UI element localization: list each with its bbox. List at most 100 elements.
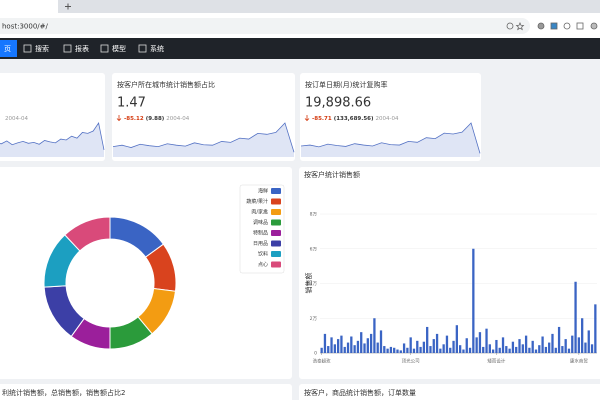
bar[interactable] <box>445 335 449 353</box>
bar[interactable] <box>485 328 488 353</box>
url[interactable]: host:3000/#/ <box>2 23 49 31</box>
bar[interactable] <box>554 347 557 353</box>
legend-label[interactable]: 肉/家禽 <box>251 209 268 216</box>
bar[interactable] <box>356 340 360 353</box>
bar[interactable] <box>333 344 336 353</box>
bar[interactable] <box>574 281 577 353</box>
bar[interactable] <box>524 335 528 353</box>
bar[interactable] <box>462 349 465 353</box>
bar[interactable] <box>369 333 373 353</box>
bar[interactable] <box>584 342 587 353</box>
nav-item[interactable]: 搜索 <box>35 44 49 53</box>
bar[interactable] <box>564 339 567 353</box>
bar[interactable] <box>373 318 376 353</box>
bar[interactable] <box>432 339 435 353</box>
bar[interactable] <box>557 326 561 353</box>
nav-item[interactable]: 页 <box>4 45 11 53</box>
bar[interactable] <box>590 344 594 353</box>
address-bar[interactable] <box>0 18 530 34</box>
bar[interactable] <box>363 343 366 353</box>
bar[interactable] <box>465 338 468 353</box>
legend-label[interactable]: 日用品 <box>253 241 268 247</box>
bar[interactable] <box>468 347 472 353</box>
bar[interactable] <box>360 332 363 353</box>
bar[interactable] <box>353 345 356 353</box>
bar[interactable] <box>561 346 564 353</box>
bar[interactable] <box>336 339 340 353</box>
bar[interactable] <box>429 346 432 353</box>
ext-icon[interactable] <box>576 22 584 30</box>
bar[interactable] <box>571 335 574 353</box>
bar[interactable] <box>393 347 396 353</box>
legend-label[interactable]: 海鲜 <box>258 188 268 195</box>
legend-swatch[interactable] <box>271 240 281 247</box>
bar[interactable] <box>544 346 548 353</box>
bar[interactable] <box>452 340 455 353</box>
bar[interactable] <box>534 349 538 353</box>
bar[interactable] <box>449 347 452 353</box>
bar[interactable] <box>548 342 551 353</box>
tab[interactable] <box>0 0 58 13</box>
bar[interactable] <box>538 345 541 353</box>
bar[interactable] <box>491 349 495 353</box>
bar[interactable] <box>426 326 429 353</box>
bar[interactable] <box>478 332 482 353</box>
bar[interactable] <box>551 333 554 353</box>
legend-label[interactable]: 调味品 <box>253 219 268 226</box>
legend-label[interactable]: 饮料 <box>258 251 268 258</box>
bar[interactable] <box>587 330 590 353</box>
new-tab[interactable] <box>65 3 71 10</box>
donut-slice[interactable] <box>64 216 111 252</box>
bar[interactable] <box>577 337 581 353</box>
ext-icon[interactable] <box>550 22 558 30</box>
legend-swatch[interactable] <box>271 261 281 268</box>
bar[interactable] <box>567 348 571 353</box>
bar[interactable] <box>399 350 402 353</box>
bar[interactable] <box>488 344 491 353</box>
bar[interactable] <box>505 346 508 353</box>
bar[interactable] <box>406 347 409 353</box>
bar[interactable] <box>323 333 327 353</box>
bar[interactable] <box>541 336 544 353</box>
bar[interactable] <box>498 347 501 353</box>
bar[interactable] <box>386 348 389 353</box>
bar[interactable] <box>528 347 531 353</box>
legend-swatch[interactable] <box>271 219 281 226</box>
legend-swatch[interactable] <box>271 209 281 215</box>
bar[interactable] <box>330 337 333 353</box>
bar[interactable] <box>340 335 343 353</box>
bar[interactable] <box>396 349 399 353</box>
bar[interactable] <box>409 337 412 353</box>
legend-swatch[interactable] <box>271 188 281 194</box>
bar[interactable] <box>343 346 346 353</box>
ext-icon[interactable] <box>537 22 545 30</box>
bar[interactable] <box>422 341 426 353</box>
bar[interactable] <box>594 304 597 353</box>
bar[interactable] <box>412 348 416 353</box>
legend-label[interactable]: 点心 <box>258 261 268 268</box>
bar[interactable] <box>366 338 369 353</box>
bar[interactable] <box>518 339 521 353</box>
bar[interactable] <box>511 341 515 353</box>
bar[interactable] <box>459 345 462 353</box>
profile-icon[interactable] <box>590 22 598 30</box>
bar[interactable] <box>482 346 485 353</box>
bar[interactable] <box>472 248 475 353</box>
share-icon[interactable] <box>506 22 514 30</box>
bar[interactable] <box>508 348 511 353</box>
bar[interactable] <box>439 348 442 353</box>
bar[interactable] <box>350 336 353 353</box>
legend-swatch[interactable] <box>271 251 281 257</box>
bar[interactable] <box>416 340 419 353</box>
legend-swatch[interactable] <box>271 230 281 236</box>
bar[interactable] <box>581 318 584 353</box>
legend-label[interactable]: 蔬菜/果汁 <box>246 198 268 205</box>
bar[interactable] <box>419 346 422 353</box>
bar[interactable] <box>402 343 406 353</box>
nav-item[interactable]: 系统 <box>150 44 164 53</box>
bar[interactable] <box>389 346 393 353</box>
bar[interactable] <box>521 344 524 353</box>
bar[interactable] <box>376 342 379 353</box>
star-icon[interactable] <box>515 21 525 31</box>
nav-item[interactable]: 报表 <box>75 44 89 53</box>
